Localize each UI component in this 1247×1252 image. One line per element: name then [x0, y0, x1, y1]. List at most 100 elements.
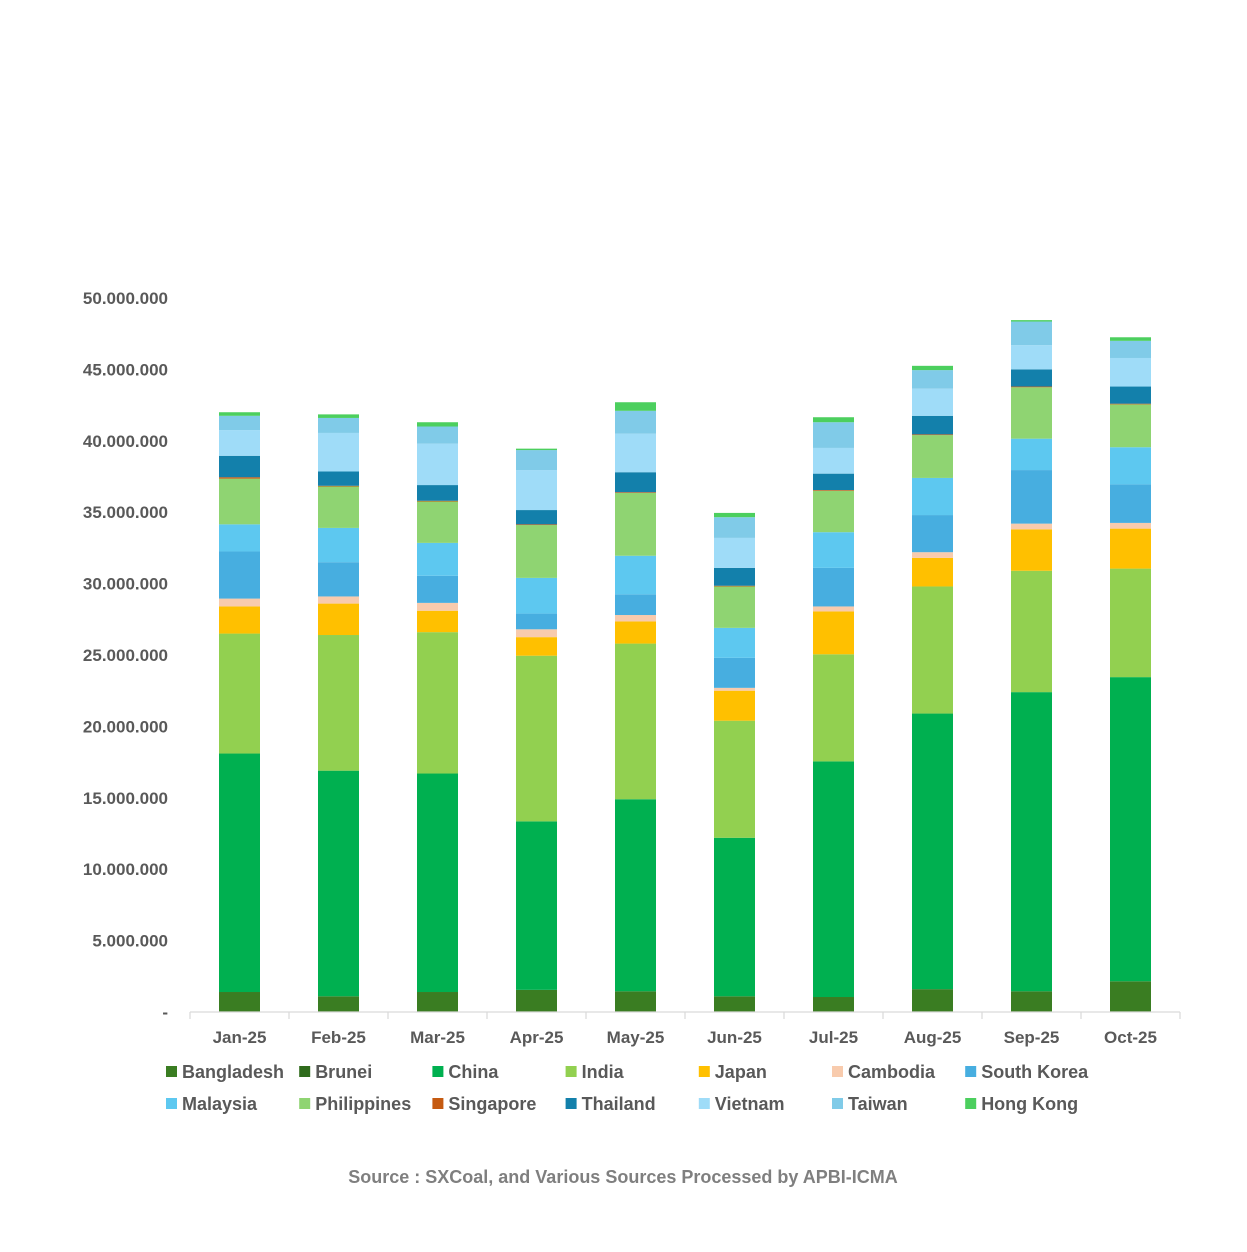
legend-swatch — [432, 1066, 444, 1077]
bars — [219, 320, 1151, 1012]
bar-segment-india — [1110, 568, 1151, 678]
legend-item: Thailand — [565, 1094, 656, 1114]
bar-segment-cambodia — [1011, 523, 1052, 530]
bar-segment-hong-kong — [417, 422, 458, 427]
bar-segment-cambodia — [912, 552, 953, 558]
bar-segment-japan — [912, 557, 953, 587]
bar-segment-singapore — [516, 524, 557, 526]
bar-segment-vietnam — [516, 470, 557, 511]
bar-stack — [516, 448, 557, 1012]
bar-segment-singapore — [1110, 403, 1151, 405]
x-tick-label: Aug-25 — [904, 1028, 962, 1047]
legend-swatch — [299, 1098, 311, 1109]
bar-segment-south-korea — [1011, 470, 1052, 524]
bar-segment-bangladesh — [813, 997, 854, 1012]
legend-item: India — [565, 1062, 625, 1082]
bar-segment-hong-kong — [1011, 320, 1052, 322]
bar-segment-cambodia — [219, 598, 260, 607]
legend-item: Philippines — [299, 1094, 411, 1114]
legend-label: India — [582, 1062, 625, 1082]
legend-swatch — [698, 1098, 710, 1109]
legend-swatch — [832, 1098, 843, 1109]
bar-segment-india — [912, 586, 953, 714]
bar-stack — [813, 417, 854, 1012]
legend: Bangladesh Brunei China India Japan Cambodia S… — [166, 1062, 1089, 1114]
bar-segment-china — [1110, 677, 1151, 982]
bar-segment-thailand — [615, 472, 656, 493]
x-tick-label: May-25 — [607, 1028, 665, 1047]
bar-segment-india — [219, 633, 260, 754]
x-tick-label: Feb-25 — [311, 1028, 366, 1047]
bar-segment-bangladesh — [417, 992, 458, 1012]
bar-segment-hong-kong — [219, 412, 260, 416]
legend-label: South Korea — [981, 1062, 1089, 1082]
bar-segment-malaysia — [219, 524, 260, 552]
legend-swatch — [832, 1066, 843, 1077]
bar-segment-china — [516, 821, 557, 990]
bar-segment-bangladesh — [615, 991, 656, 1012]
bar-segment-south-korea — [318, 562, 359, 597]
bar-segment-vietnam — [714, 537, 755, 568]
bar-segment-hong-kong — [1110, 337, 1151, 341]
bar-segment-vietnam — [219, 430, 260, 456]
legend-swatch — [565, 1098, 577, 1109]
source-note: Source : SXCoal, and Various Sources Pro… — [348, 1167, 898, 1187]
bar-segment-india — [516, 655, 557, 822]
bar-segment-malaysia — [1110, 447, 1151, 485]
bar-segment-philippines — [318, 486, 359, 528]
bar-segment-taiwan — [318, 417, 359, 433]
bar-stack — [615, 402, 656, 1012]
bar-segment-china — [417, 773, 458, 992]
y-tick-label: 40.000.000 — [83, 432, 168, 451]
y-tick-label: 5.000.000 — [92, 932, 168, 951]
bar-segment-cambodia — [615, 615, 656, 622]
y-tick-label: 35.000.000 — [83, 503, 168, 522]
bar-segment-taiwan — [813, 422, 854, 448]
legend-swatch — [299, 1066, 311, 1077]
bar-segment-china — [318, 770, 359, 997]
y-tick-label: 20.000.000 — [83, 717, 168, 736]
legend-item: Malaysia — [166, 1094, 258, 1114]
bar-segment-vietnam — [615, 433, 656, 473]
bar-segment-singapore — [219, 477, 260, 479]
bar-segment-philippines — [417, 501, 458, 543]
y-tick-label: 30.000.000 — [83, 575, 168, 594]
y-tick-label: 50.000.000 — [83, 289, 168, 308]
bar-segment-china — [219, 753, 260, 993]
bar-segment-india — [318, 635, 359, 771]
bar-stack — [318, 414, 359, 1012]
x-tick-label: Jan-25 — [213, 1028, 267, 1047]
bar-segment-japan — [813, 611, 854, 655]
bar-segment-singapore — [912, 434, 953, 436]
bar-segment-vietnam — [1011, 345, 1052, 370]
bar-segment-japan — [219, 606, 260, 634]
y-tick-label: - — [162, 1003, 168, 1022]
bar-segment-taiwan — [1110, 340, 1151, 358]
bar-segment-thailand — [1110, 386, 1151, 404]
bar-segment-india — [1011, 570, 1052, 693]
bar-segment-china — [1011, 692, 1052, 992]
bar-segment-philippines — [1011, 387, 1052, 439]
legend-label: Taiwan — [848, 1094, 908, 1114]
bar-segment-bangladesh — [1110, 981, 1151, 1012]
bar-segment-thailand — [318, 471, 359, 486]
bar-segment-cambodia — [516, 629, 557, 638]
bar-segment-bangladesh — [219, 992, 260, 1012]
bar-segment-south-korea — [615, 594, 656, 616]
bar-segment-taiwan — [714, 517, 755, 538]
bar-segment-south-korea — [1110, 484, 1151, 523]
bar-segment-hong-kong — [318, 414, 359, 418]
bar-segment-vietnam — [813, 447, 854, 474]
legend-label: China — [448, 1062, 499, 1082]
bar-segment-hong-kong — [912, 365, 953, 371]
bar-segment-thailand — [813, 473, 854, 491]
bar-segment-philippines — [1110, 404, 1151, 448]
x-tick-label: Sep-25 — [1004, 1028, 1060, 1047]
legend-label: Bangladesh — [182, 1062, 284, 1082]
bar-segment-thailand — [1011, 369, 1052, 387]
legend-label: Thailand — [582, 1094, 656, 1114]
bar-segment-malaysia — [714, 627, 755, 658]
legend-item: Hong Kong — [965, 1094, 1078, 1114]
bar-segment-south-korea — [219, 551, 260, 599]
bar-segment-cambodia — [318, 596, 359, 604]
